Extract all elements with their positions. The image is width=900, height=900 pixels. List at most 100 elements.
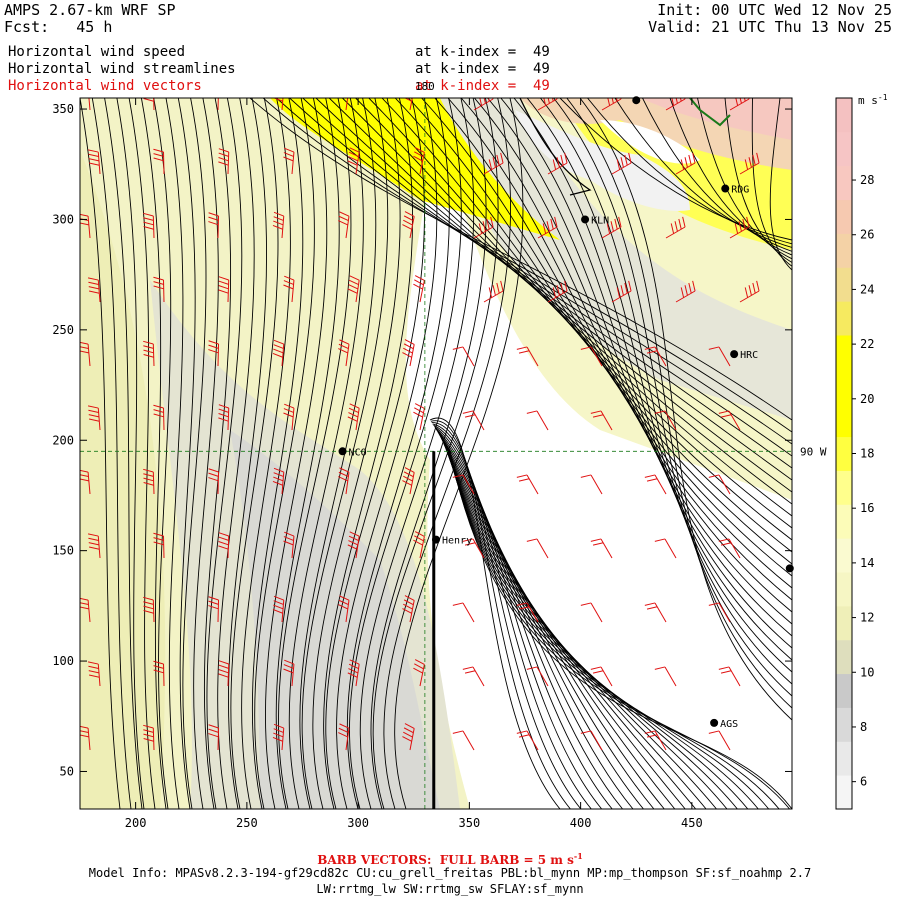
barb-flag [580,346,592,350]
barb-flag [488,287,493,298]
barb-flag [414,535,424,542]
streamline [460,98,792,613]
barb-flag [338,471,349,478]
barb-shaft [227,535,230,559]
wind-barb [338,467,350,495]
station: Henry [432,535,472,547]
wind-barb [87,149,101,175]
wind-barb [644,474,667,495]
barb-shaft [97,536,101,559]
barb-flag [403,219,413,226]
streamline [421,98,792,577]
barb-flag [339,84,349,88]
barb-flag [339,88,349,92]
colorbar-tick-label: 24 [860,282,874,296]
barb-flag [218,161,229,166]
barb-flag [551,98,554,102]
barb-shaft [728,538,741,559]
barb-flag [284,531,295,537]
streamlines [80,98,792,809]
barb-flag [338,727,349,734]
barb-flag [153,532,164,537]
barb-flag [218,413,229,418]
barb-flag [349,531,360,537]
barb-flag [748,285,752,296]
wind-barb [347,275,360,303]
shade-white-patch2 [600,120,700,164]
barb-shaft [526,602,539,623]
barb-flag [80,469,89,473]
barb-flag [87,533,99,537]
wind-barb [516,474,539,495]
streamline [559,98,792,241]
streamline [251,98,304,809]
wind-barb [452,474,475,495]
barb-flag [283,408,294,413]
barb-shaft [355,536,360,559]
barb-flag [404,339,415,345]
barb-flag [143,354,154,358]
wind-barb [208,724,220,751]
wind-barb [217,98,219,111]
barb-flag [153,281,164,285]
barb-flag [516,346,528,350]
streamline [336,98,438,809]
barb-shaft [729,226,750,239]
streamline [241,98,291,809]
shade-white-patch [515,110,690,211]
colorbar-tick-label: 6 [860,775,867,789]
barb-flag [682,216,686,228]
barb-flag [614,218,618,230]
wind-barb [208,468,220,495]
barb-flag [403,471,414,478]
barb-flag [283,536,294,541]
barb-flag [88,418,100,422]
streamline [355,98,792,517]
barb-shaft [291,408,295,431]
barb-flag [273,348,284,354]
wind-barb [611,280,632,303]
barb-shaft [88,98,91,111]
wind-barb [708,602,731,623]
barb-flag [606,223,611,234]
shade-pink [640,98,792,140]
wind-barb [338,339,350,367]
barb-flag [153,153,164,157]
barb-flag [738,221,742,232]
barb-flag [403,92,412,97]
barb-flag [518,734,530,738]
station-label: RDG [731,185,749,196]
x-tick-label: 400 [570,816,592,830]
streamline [349,98,462,809]
barb-shaft [601,226,622,239]
wind-barb [516,602,539,623]
wind-barb [80,341,91,367]
barb-flag [153,413,164,418]
barb-flag [284,275,295,281]
barb-flag [590,666,602,670]
station-label: HRC [740,350,758,361]
barb-shaft [664,666,677,687]
wind-barb [590,666,613,687]
barb-flag [80,730,89,733]
barb-flag [654,666,666,670]
wind-barb [283,659,295,687]
wind-barb [483,152,504,175]
y-tick-label: 250 [52,323,74,337]
barb-flag [88,665,99,669]
barb-flag [347,544,358,550]
barb-flag [618,216,622,228]
barb-flag [143,226,154,230]
wind-barb [87,661,101,687]
barb-flag [283,664,294,669]
barb-flag [404,88,413,93]
barb-flag [526,410,538,414]
streamline [193,98,219,809]
station: RDG [721,184,749,196]
wind-barb [654,538,677,559]
streamline [381,98,792,541]
station [785,564,794,573]
wind-barb [413,403,425,431]
barb-shaft [153,98,155,111]
barb-flag [153,276,164,281]
